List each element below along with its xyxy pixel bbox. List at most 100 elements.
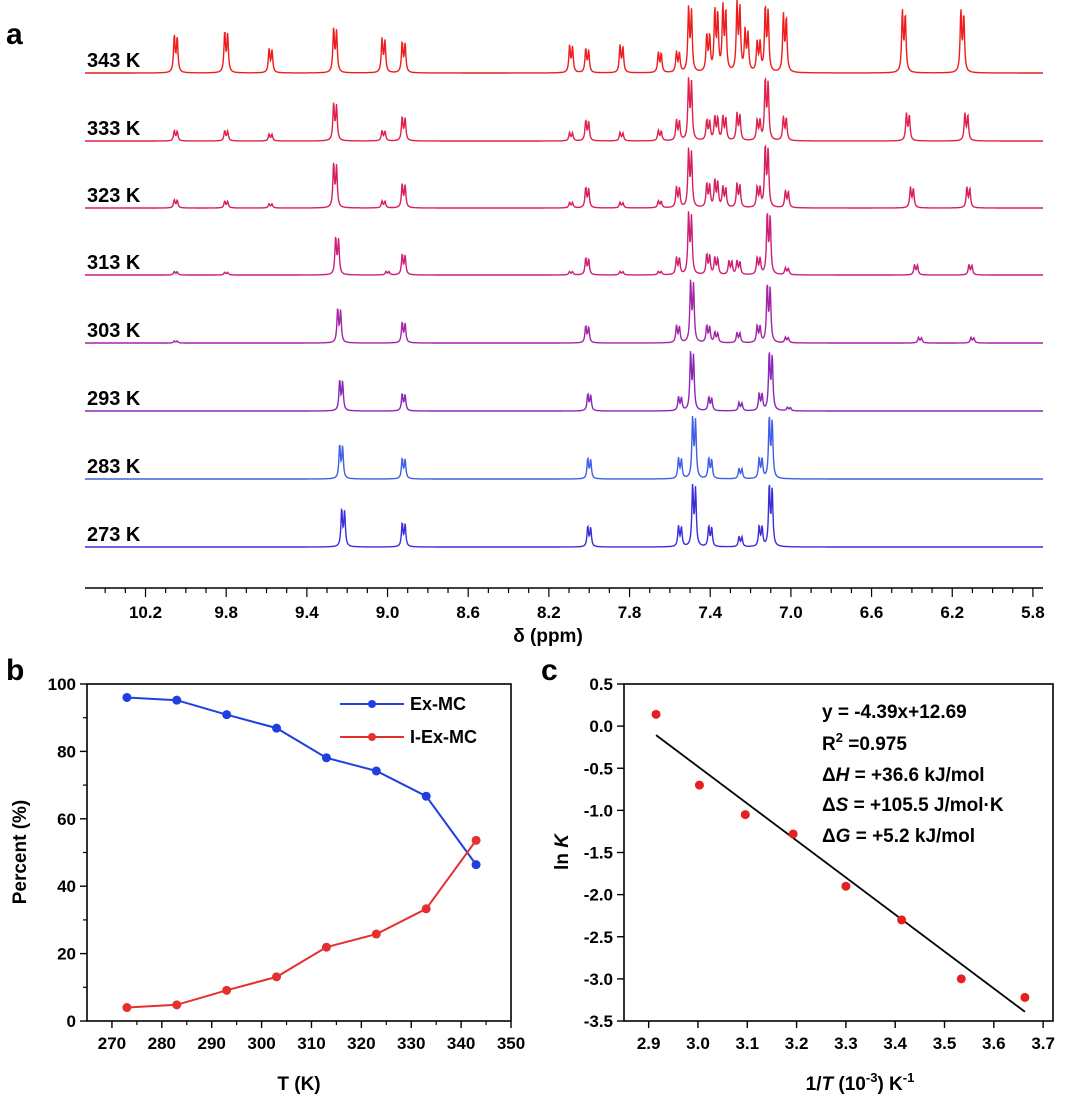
van-t-hoff-y-tick-label: -3.0 [584,970,613,989]
van-t-hoff-x-tick-label: 3.0 [686,1034,710,1053]
data-point-ex-mc [421,791,431,801]
ln-k-data-point [956,974,966,984]
van-t-hoff-y-tick-label: -2.5 [584,928,613,947]
nmr-tick-label: 9.0 [376,603,400,622]
nmr-spectrum-293k [85,351,1043,412]
nmr-spectrum-273k [85,483,1043,548]
van-t-hoff-y-tick-label: -0.5 [584,759,613,778]
percent-x-tick-label: 300 [247,1034,275,1053]
temperature-label: 303 K [87,320,141,342]
legend-i-ex-mc-label: I-Ex-MC [410,727,477,747]
percent-chart-series [122,692,481,1013]
van-t-hoff-x-tick-label: 2.9 [637,1034,661,1053]
percent-x-axis-label: T (K) [277,1074,320,1095]
van-t-hoff-x-tick-label: 3.6 [982,1034,1006,1053]
series-line-i-ex-mc [126,839,477,1009]
nmr-tick-label: 8.6 [456,603,480,622]
data-point-i-ex-mc [421,904,431,914]
data-point-i-ex-mc [371,929,381,939]
van-t-hoff-y-tick-label: -2.0 [584,886,613,905]
van-t-hoff-x-tick-label: 3.3 [834,1034,858,1053]
percent-chart-legend: Ex-MC I-Ex-MC [340,694,477,747]
temperature-label: 313 K [87,252,141,274]
delta-s-value: ΔS = +105.5 J/mol·K [822,795,1004,816]
legend-i-ex-mc-marker [368,733,376,741]
percent-x-tick-label: 330 [397,1034,425,1053]
nmr-tick-label: 7.8 [618,603,642,622]
data-point-ex-mc [471,860,481,870]
data-point-i-ex-mc [272,972,282,982]
percent-chart-axes: 270 280 290 300 310 320 330 340 350 0 20 40 60 80 100 [48,675,526,1053]
van-t-hoff-x-tick-label: 3.1 [735,1034,759,1053]
temperature-label: 293 K [87,388,141,410]
data-point-i-ex-mc [122,1003,132,1013]
temperature-label: 333 K [87,118,141,140]
panel-label-b: b [6,654,24,687]
van-t-hoff-x-axis-label: 1/T (10-3) K-1 [806,1070,915,1095]
van-t-hoff-y-tick-label: -1.5 [584,844,613,863]
panel-label-c: c [541,654,558,687]
nmr-spectrum-333k [85,76,1043,142]
ln-k-data-point [897,915,907,925]
fit-annotations: y = -4.39x+12.69 R2 =0.975 ΔH = +36.6 kJ… [822,702,1004,847]
series-line-ex-mc [126,696,477,866]
percent-x-tick-label: 280 [148,1034,176,1053]
nmr-spectrum-323k [85,144,1043,209]
nmr-spectrum-303k [85,279,1043,344]
panel-label-a: a [6,18,23,51]
delta-g-value: ΔG = +5.2 kJ/mol [822,826,975,847]
percent-x-tick-label: 270 [98,1034,126,1053]
data-point-ex-mc [172,695,182,705]
percent-y-tick-label: 40 [57,877,76,896]
ln-k-data-point [1020,992,1030,1002]
temperature-label: 283 K [87,456,141,478]
nmr-spectrum-343k [85,0,1043,74]
van-t-hoff-x-tick-label: 3.5 [933,1034,957,1053]
data-point-i-ex-mc [172,1000,182,1010]
van-t-hoff-y-tick-label: 0.5 [589,675,613,694]
nmr-spectra-traces: 343 K 333 K 323 K 313 K 303 K 293 K 283 K 273 K [85,0,1043,548]
nmr-spectrum-313k [85,211,1043,276]
delta-h-value: ΔH = +36.6 kJ/mol [822,765,985,786]
percent-y-tick-label: 100 [48,675,76,694]
fit-r-squared: R2 =0.975 [822,730,907,755]
percent-x-tick-label: 350 [497,1034,525,1053]
nmr-tick-label: 9.4 [295,603,319,622]
data-point-ex-mc [222,710,232,720]
data-point-ex-mc [371,766,381,776]
nmr-tick-label: 8.2 [537,603,561,622]
nmr-tick-label: 10.2 [129,603,162,622]
percent-chart-panel: 270 280 290 300 310 320 330 340 350020406080100 … [10,675,525,1095]
van-t-hoff-points [651,709,1030,1002]
van-t-hoff-axes: 2.9 3.0 3.1 3.2 3.3 3.4 3.5 3.6 3.7 0.5 0.0 -0.5 -1.… [584,675,1055,1053]
legend-ex-mc-label: Ex-MC [410,694,466,714]
nmr-x-axis-label: δ (ppm) [513,626,583,647]
data-point-ex-mc [122,692,132,702]
ln-k-data-point [740,810,750,820]
data-point-i-ex-mc [222,985,232,995]
percent-y-tick-label: 0 [67,1012,76,1031]
ln-k-data-point [788,829,798,839]
temperature-label: 273 K [87,524,141,546]
data-point-i-ex-mc [321,942,331,952]
percent-y-tick-label: 80 [57,742,76,761]
van-t-hoff-fit-line [655,734,1026,1013]
van-t-hoff-y-tick-label: 0.0 [589,717,613,736]
nmr-tick-label: 6.2 [940,603,964,622]
percent-x-tick-label: 320 [347,1034,375,1053]
nmr-x-axis: 10.2 9.8 9.4 9.0 8.6 8.2 7.8 7.4 7.0 6.6 6.2 5.8 [85,587,1045,622]
nmr-tick-label: 6.6 [860,603,884,622]
nmr-tick-label: 9.8 [214,603,238,622]
van-t-hoff-y-axis-label: ln K [552,833,573,870]
linear-fit-line [655,734,1026,1013]
nmr-tick-label: 5.8 [1021,603,1045,622]
nmr-tick-label: 7.0 [779,603,803,622]
legend-ex-mc-marker [368,700,376,708]
van-t-hoff-x-tick-label: 3.4 [883,1034,907,1053]
van-t-hoff-x-tick-label: 3.7 [1031,1034,1055,1053]
temperature-label: 343 K [87,50,141,72]
percent-y-tick-label: 60 [57,810,76,829]
ln-k-data-point [841,881,851,891]
percent-x-tick-label: 310 [297,1034,325,1053]
